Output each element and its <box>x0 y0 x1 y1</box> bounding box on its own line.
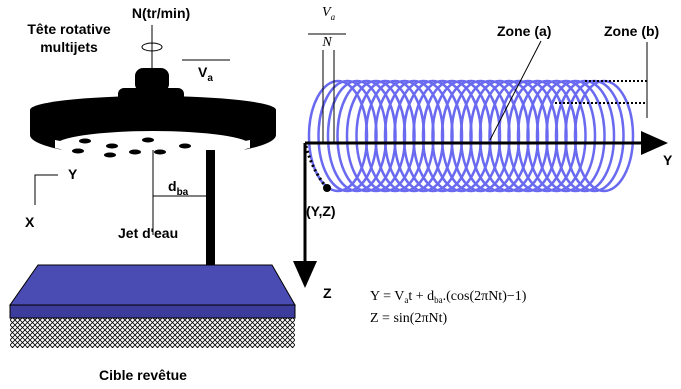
head-label: multijets <box>40 39 98 55</box>
fraction-num-sub: a <box>331 12 336 22</box>
eq-part: Z = sin(2πNt) <box>370 311 448 326</box>
helix-trajectory <box>307 79 635 193</box>
point-label: (Y,Z) <box>306 203 336 219</box>
target-plate <box>9 264 296 348</box>
axis-x-label: X <box>25 214 35 230</box>
eq-part: t + d <box>408 289 434 304</box>
helix-loop <box>545 79 606 193</box>
axis-y-label: Y <box>68 166 78 182</box>
axis-z-label: Z <box>323 285 332 301</box>
helix-loop <box>526 79 587 193</box>
velocity-sub: a <box>207 73 213 84</box>
head-label: Tête rotative <box>27 21 110 37</box>
eq-part: Y = V <box>370 289 404 304</box>
eq-sub: a <box>404 295 408 305</box>
velocity-label: Va <box>198 64 213 84</box>
rotating-head <box>30 25 276 286</box>
distance-main: d <box>168 178 177 194</box>
fraction-num-main: V <box>322 5 332 20</box>
equation: Z = sin(2πNt) <box>370 311 448 326</box>
eq-part: .(cos(2πNt)−1) <box>443 289 527 304</box>
helix-loop <box>573 79 635 193</box>
velocity-main: V <box>198 64 208 80</box>
target-label: Cible revêtue <box>99 367 187 383</box>
jet-label: Jet d'eau <box>118 225 178 241</box>
zone-b-label: Zone (b) <box>604 23 659 39</box>
zone-a-label: Zone (a) <box>497 23 551 39</box>
eq-sub: ba <box>434 295 443 305</box>
equation: Y = Vat + dba.(cos(2πNt)−1) <box>370 289 527 305</box>
fraction-denominator: N <box>321 35 332 50</box>
fraction-numerator: Va <box>322 5 336 22</box>
right-annotations <box>293 33 668 288</box>
distance-sub: ba <box>177 187 189 198</box>
distance-label: dba <box>168 178 189 198</box>
speed-label: N(tr/min) <box>132 5 190 21</box>
helix-loop <box>535 79 597 193</box>
axis-y-label: Y <box>663 152 673 168</box>
